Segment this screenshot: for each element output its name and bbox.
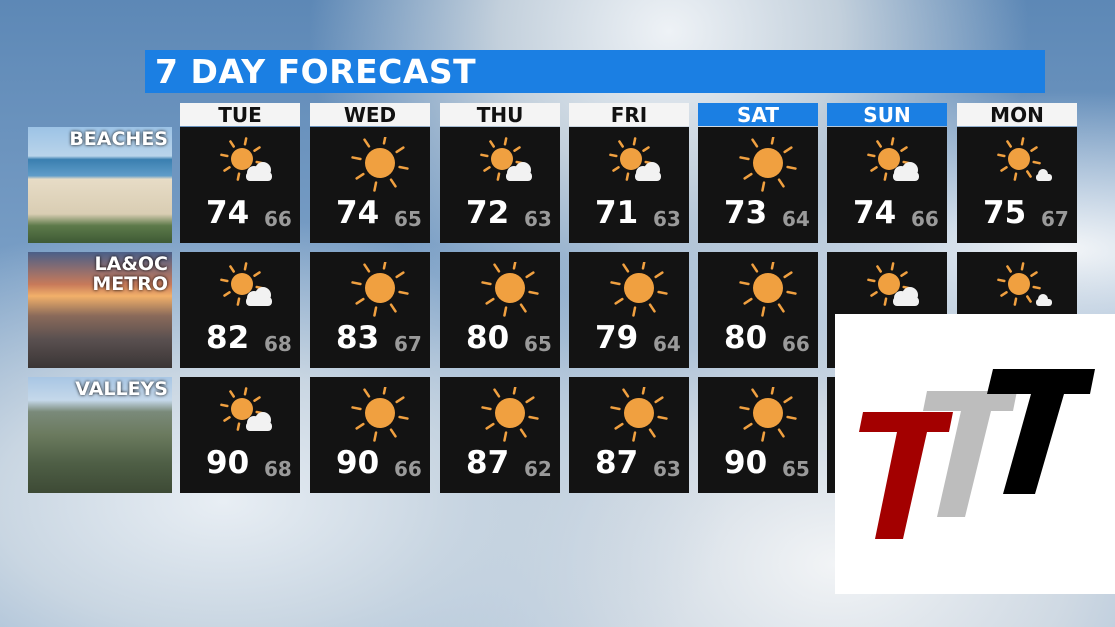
high-temp: 83: [336, 320, 380, 356]
low-temp: 65: [524, 332, 552, 356]
partly-sunny-icon: [867, 137, 919, 181]
day-header-thu: THU: [440, 103, 560, 127]
low-temp: 63: [653, 207, 681, 231]
day-header-mon: MON: [957, 103, 1077, 127]
sun-icon: [481, 387, 539, 442]
high-temp: 90: [206, 445, 250, 481]
high-temp: 80: [466, 320, 510, 356]
sun-icon: [739, 137, 797, 192]
low-temp: 66: [911, 207, 939, 231]
high-temp: 90: [336, 445, 380, 481]
ttt-logo-icon: [859, 369, 1095, 539]
forecast-cell: 74 66: [180, 127, 300, 243]
forecast-cell: 80 65: [440, 252, 560, 368]
forecast-cell: 82 68: [180, 252, 300, 368]
sun-icon: [610, 262, 668, 317]
forecast-cell: 72 63: [440, 127, 560, 243]
low-temp: 66: [782, 332, 810, 356]
partly-sunny-icon: [220, 262, 272, 306]
low-temp: 62: [524, 457, 552, 481]
high-temp: 90: [724, 445, 768, 481]
low-temp: 67: [1041, 207, 1069, 231]
forecast-cell: 75 67: [957, 127, 1077, 243]
forecast-cell: 90 68: [180, 377, 300, 493]
high-temp: 72: [466, 195, 510, 231]
high-temp: 87: [466, 445, 510, 481]
forecast-cell: 83 67: [310, 252, 430, 368]
region-label: BEACHES: [28, 127, 172, 243]
sun-icon: [481, 262, 539, 317]
forecast-cell: 80 66: [698, 252, 818, 368]
sun-icon: [351, 137, 409, 192]
low-temp: 65: [394, 207, 422, 231]
forecast-title: 7 DAY FORECAST: [145, 50, 1045, 93]
low-temp: 68: [264, 332, 292, 356]
low-temp: 64: [653, 332, 681, 356]
forecast-cell: 73 64: [698, 127, 818, 243]
high-temp: 87: [595, 445, 639, 481]
region-label: LA&OC METRO: [28, 252, 172, 368]
channel-logo-overlay: [835, 314, 1115, 594]
forecast-cell: 87 62: [440, 377, 560, 493]
high-temp: 74: [853, 195, 897, 231]
forecast-cell: 71 63: [569, 127, 689, 243]
region-name: LA&OC METRO: [92, 253, 168, 295]
low-temp: 66: [394, 457, 422, 481]
low-temp: 63: [653, 457, 681, 481]
low-temp: 68: [264, 457, 292, 481]
high-temp: 71: [595, 195, 639, 231]
partly-sunny-icon: [220, 387, 272, 431]
high-temp: 74: [336, 195, 380, 231]
low-temp: 63: [524, 207, 552, 231]
day-header-wed: WED: [310, 103, 430, 127]
sun-icon: [739, 262, 797, 317]
forecast-cell: 90 66: [310, 377, 430, 493]
low-temp: 64: [782, 207, 810, 231]
day-header-sat: SAT: [698, 103, 818, 127]
region-label: VALLEYS: [28, 377, 172, 493]
partly-sunny-icon: [867, 262, 919, 306]
day-header-tue: TUE: [180, 103, 300, 127]
forecast-cell: 79 64: [569, 252, 689, 368]
high-temp: 75: [983, 195, 1027, 231]
sun-icon: [610, 387, 668, 442]
partly-sunny-icon: [220, 137, 272, 181]
region-name: BEACHES: [69, 128, 168, 150]
sun-icon: [351, 262, 409, 317]
high-temp: 73: [724, 195, 768, 231]
high-temp: 82: [206, 320, 250, 356]
forecast-cell: 74 65: [310, 127, 430, 243]
partly-sunny-icon: [480, 137, 532, 181]
low-temp: 65: [782, 457, 810, 481]
low-temp: 67: [394, 332, 422, 356]
mostly-sunny-icon: [997, 137, 1052, 181]
day-header-fri: FRI: [569, 103, 689, 127]
high-temp: 80: [724, 320, 768, 356]
day-header-sun: SUN: [827, 103, 947, 127]
sun-icon: [739, 387, 797, 442]
partly-sunny-icon: [609, 137, 661, 181]
mostly-sunny-icon: [997, 262, 1052, 306]
high-temp: 74: [206, 195, 250, 231]
sun-icon: [351, 387, 409, 442]
high-temp: 79: [595, 320, 639, 356]
low-temp: 66: [264, 207, 292, 231]
forecast-cell: 90 65: [698, 377, 818, 493]
forecast-cell: 87 63: [569, 377, 689, 493]
region-name: VALLEYS: [75, 378, 168, 400]
forecast-cell: 74 66: [827, 127, 947, 243]
